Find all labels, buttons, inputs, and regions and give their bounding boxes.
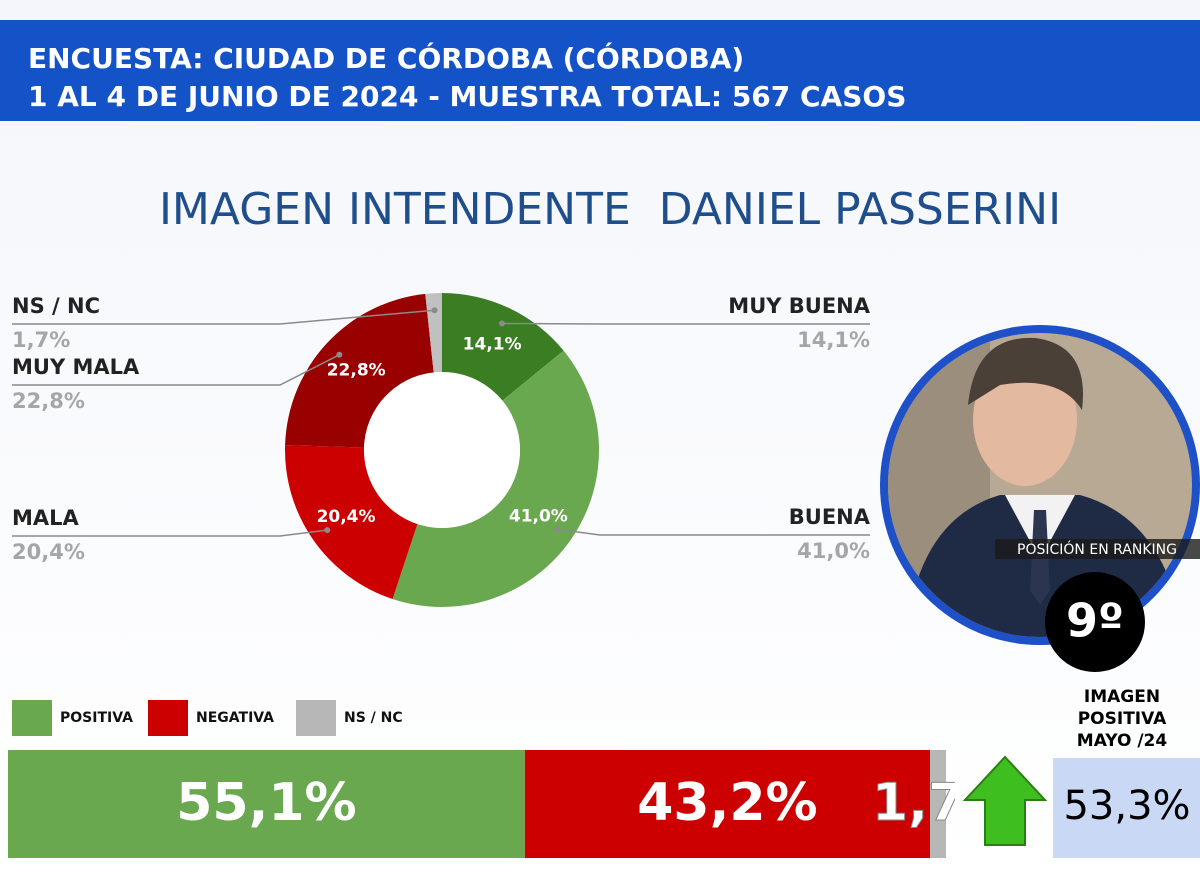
legend-swatch [12,700,52,736]
legend-label: NS / NC [344,710,403,726]
slice-label: 14,1% [463,334,522,354]
value-label: 41,0% [797,539,870,563]
header-line: ENCUESTA: CIUDAD DE CÓRDOBA (CÓRDOBA) [28,41,744,75]
donut-hole [364,372,520,528]
category-label: MALA [12,506,80,530]
chart-title: IMAGEN INTENDENTE DANIEL PASSERINI [159,184,1061,235]
previous-label: POSITIVA [1078,709,1167,729]
previous-label: MAYO /24 [1077,731,1168,751]
ranking-label: POSICIÓN EN RANKING [1017,540,1177,558]
value-label: 14,1% [797,328,870,352]
leader-dot [432,307,438,313]
legend-label: POSITIVA [60,710,133,726]
value-label: 22,8% [12,389,85,413]
category-label: MUY MALA [12,355,140,379]
slice-label: 22,8% [327,360,386,380]
previous-label: IMAGEN [1084,687,1160,707]
legend-swatch [296,700,336,736]
ranking-value: 9º [1066,594,1124,648]
slice-label: 20,4% [317,507,376,527]
legend-label: NEGATIVA [196,710,274,726]
category-label: MUY BUENA [728,294,870,318]
value-label: 1,7% [12,328,70,352]
value-label: 20,4% [12,540,85,564]
leader-dot [554,526,560,532]
bar-label: 55,1% [176,773,356,833]
stacked-bar: 55,1%43,2%1,7% [8,750,1016,858]
slice-label: 41,0% [509,506,568,526]
legend-swatch [148,700,188,736]
previous-value: 53,3% [1063,783,1190,829]
leader-dot [336,352,342,358]
leader-dot [499,321,505,327]
header-line: 1 AL 4 DE JUNIO DE 2024 - MUESTRA TOTAL:… [28,80,906,113]
leader-dot [324,527,330,533]
bar-label: 43,2% [637,773,817,833]
category-label: BUENA [789,505,871,529]
category-label: NS / NC [12,294,100,318]
